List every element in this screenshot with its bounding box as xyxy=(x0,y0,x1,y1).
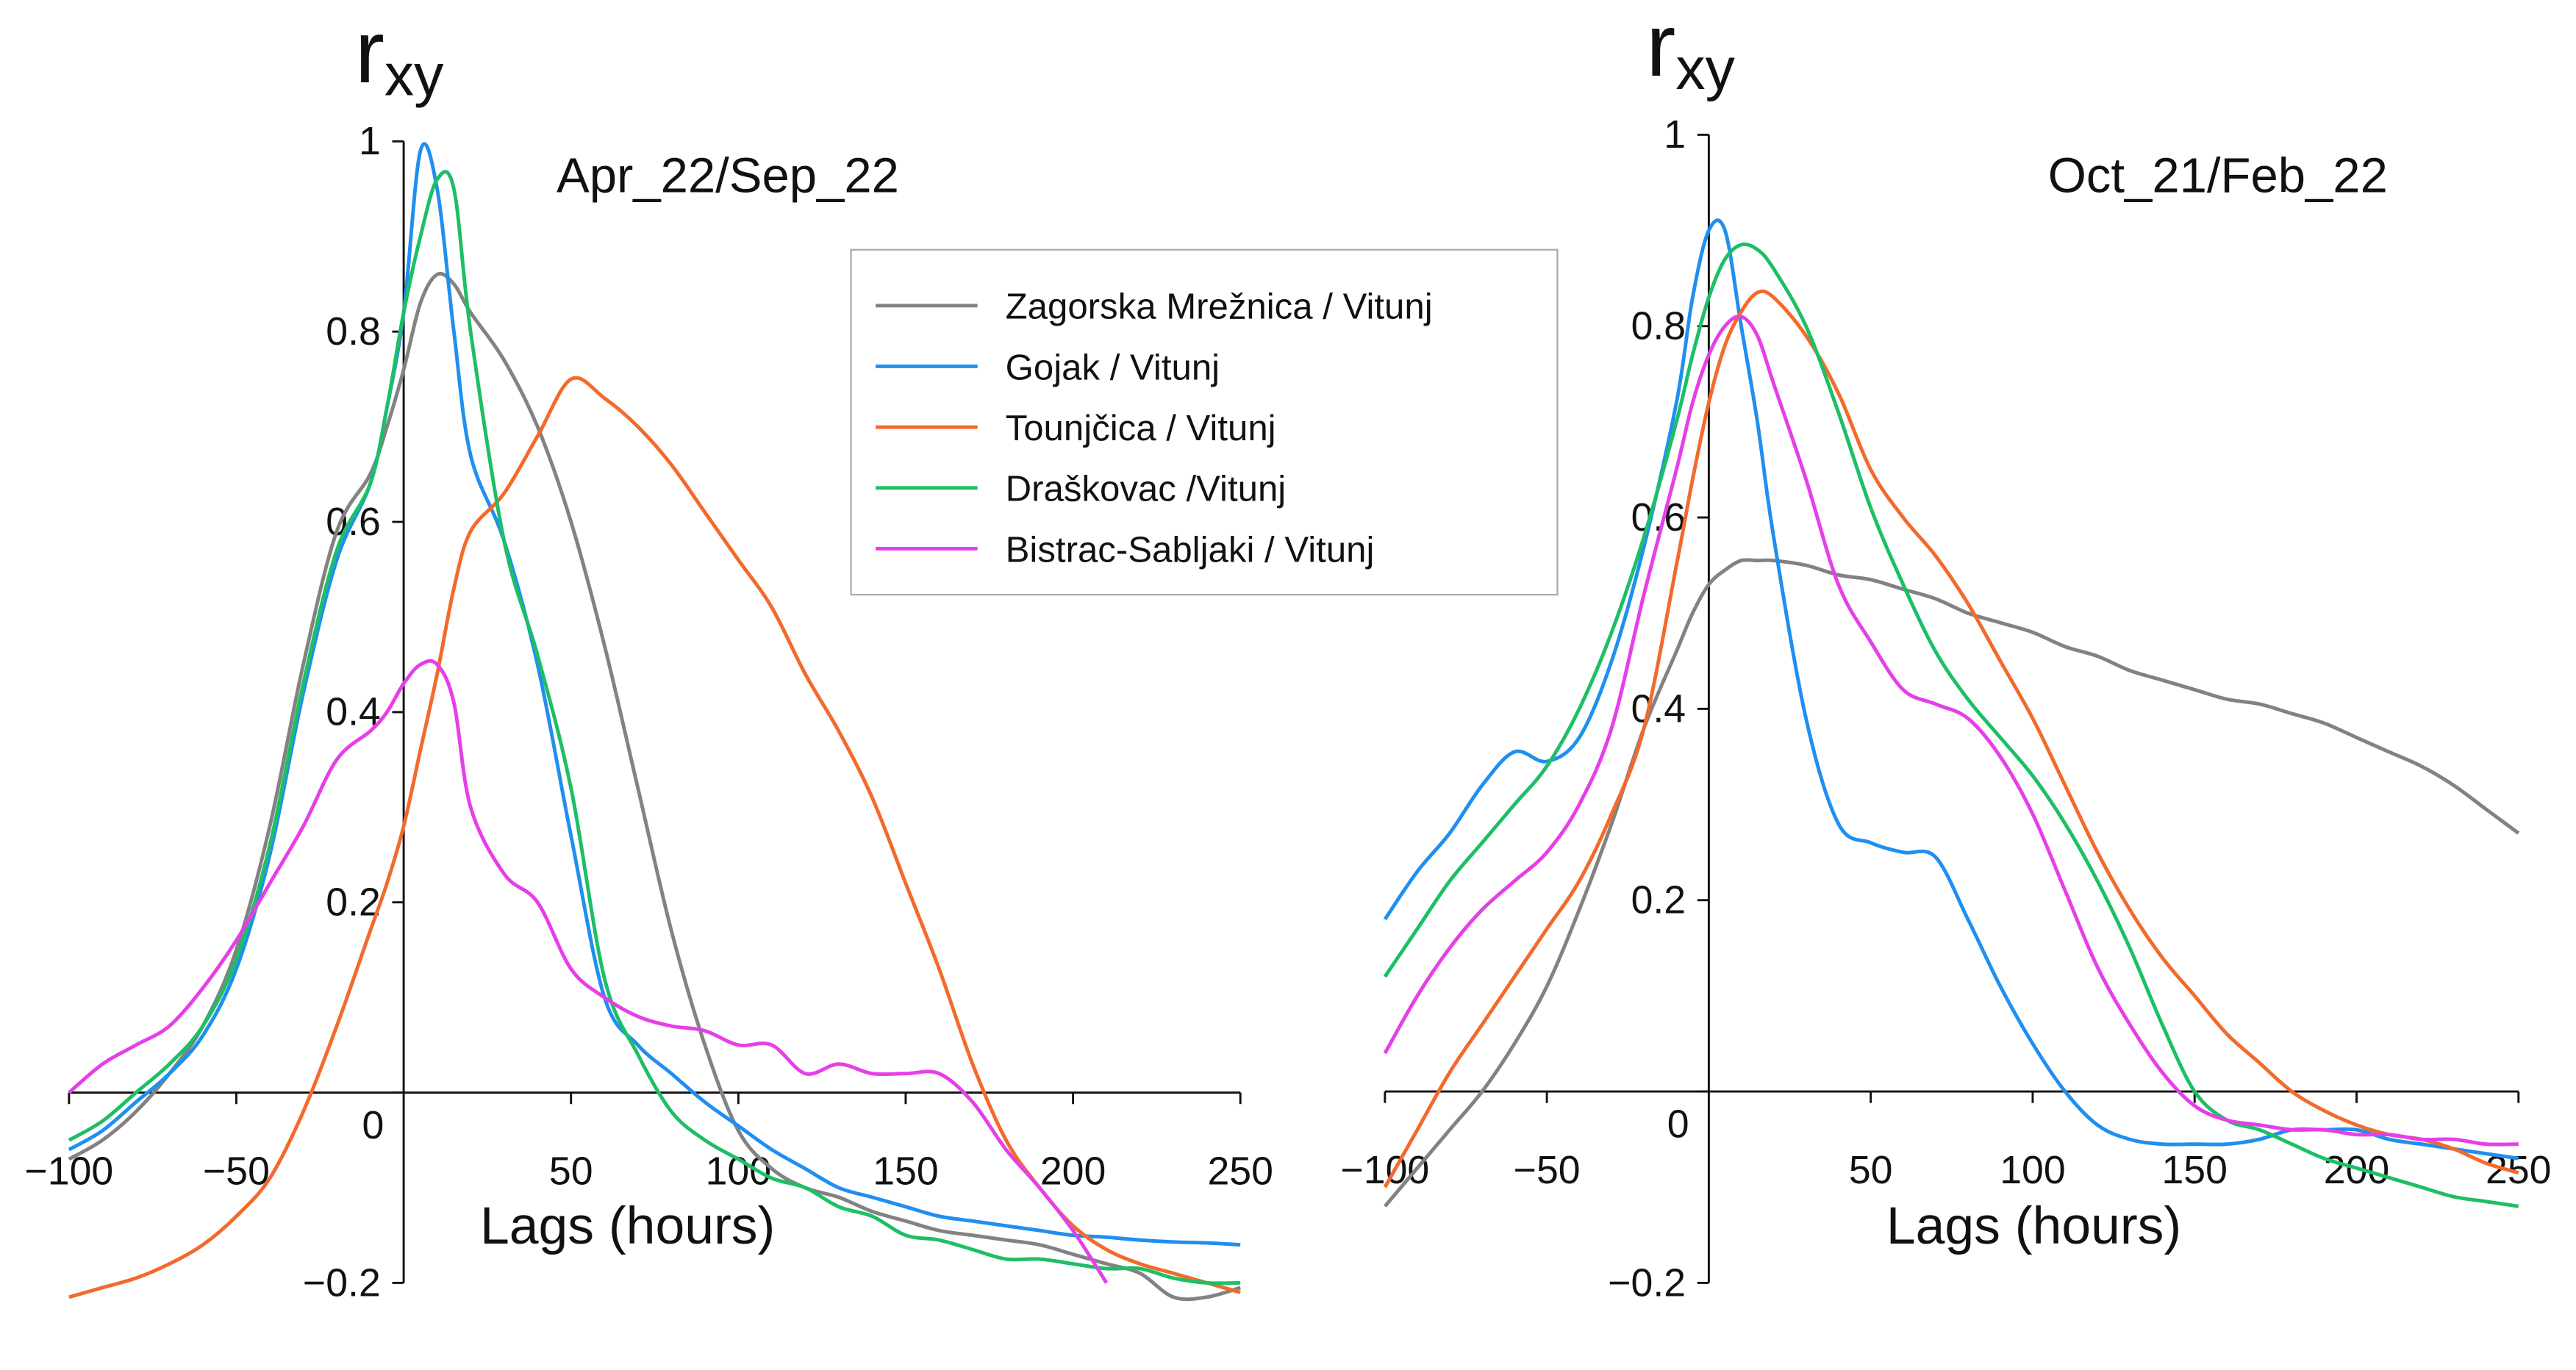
series-line xyxy=(1383,558,2520,1208)
x-tick-label: 150 xyxy=(2161,1148,2227,1192)
series-line xyxy=(68,376,1241,1299)
x-tick-label: 100 xyxy=(2000,1148,2065,1192)
legend-label: Draškovac /Vitunj xyxy=(1006,469,1287,509)
y-tick-label: 0.4 xyxy=(326,690,381,734)
x-tick-label: 200 xyxy=(2324,1148,2389,1192)
legend-label: Bistrac-Sabljaki / Vitunj xyxy=(1006,529,1375,570)
y-axis-label: rxy xyxy=(1646,0,1735,102)
y-axis-label-main: r xyxy=(1646,0,1675,95)
x-axis-label: Lags (hours) xyxy=(1886,1197,2181,1255)
panel: −0.200.20.40.60.81−100 −50 50 100 150 200 250L… xyxy=(1340,0,2551,1305)
series-line xyxy=(68,659,1109,1284)
legend-label: Gojak / Vitunj xyxy=(1006,347,1220,387)
x-tick-label: −50 xyxy=(203,1150,270,1194)
x-tick-label: 150 xyxy=(873,1150,938,1194)
y-tick-label: 0.2 xyxy=(326,881,381,925)
subtitle: Apr_22/Sep_22 xyxy=(557,148,899,204)
series-line xyxy=(1383,314,2519,1147)
legend-label: Zagorska Mrežnica / Vitunj xyxy=(1006,287,1433,327)
x-tick-label: 250 xyxy=(1207,1150,1273,1194)
y-tick-label: 0.8 xyxy=(326,309,381,354)
series-line xyxy=(68,170,1241,1285)
y-axis-label-main: r xyxy=(355,2,384,101)
x-tick-label: 50 xyxy=(1849,1148,1893,1192)
panel: −0.200.20.40.60.81−100 −50 50 100 150 200 250L… xyxy=(24,2,1559,1305)
x-axis-label: Lags (hours) xyxy=(480,1197,775,1255)
y-tick-label: 0 xyxy=(1667,1102,1689,1147)
y-tick-label: 0.2 xyxy=(1631,878,1686,922)
series-line xyxy=(1383,218,2519,1161)
y-axis-label-sub: xy xyxy=(384,43,444,109)
y-tick-label: −0.2 xyxy=(303,1260,381,1305)
y-tick-label: −0.2 xyxy=(1608,1260,1686,1305)
legend-label: Tounjčica / Vitunj xyxy=(1006,408,1276,448)
y-tick-label: 0.8 xyxy=(1631,304,1686,348)
y-axis-label: rxy xyxy=(355,2,444,109)
series-line xyxy=(68,272,1241,1302)
x-tick-label: 50 xyxy=(549,1150,593,1194)
x-tick-label: 200 xyxy=(1040,1150,1106,1194)
x-tick-label: −50 xyxy=(1514,1148,1581,1192)
subtitle: Oct_21/Feb_22 xyxy=(2048,148,2388,204)
y-tick-label: 0 xyxy=(362,1103,384,1147)
series-line xyxy=(1383,289,2519,1188)
x-tick-label: −100 xyxy=(24,1150,113,1194)
y-tick-label: 1 xyxy=(1664,112,1686,157)
y-tick-label: 1 xyxy=(359,119,381,163)
series-line xyxy=(1383,242,2519,1208)
y-axis-label-sub: xy xyxy=(1675,36,1735,102)
